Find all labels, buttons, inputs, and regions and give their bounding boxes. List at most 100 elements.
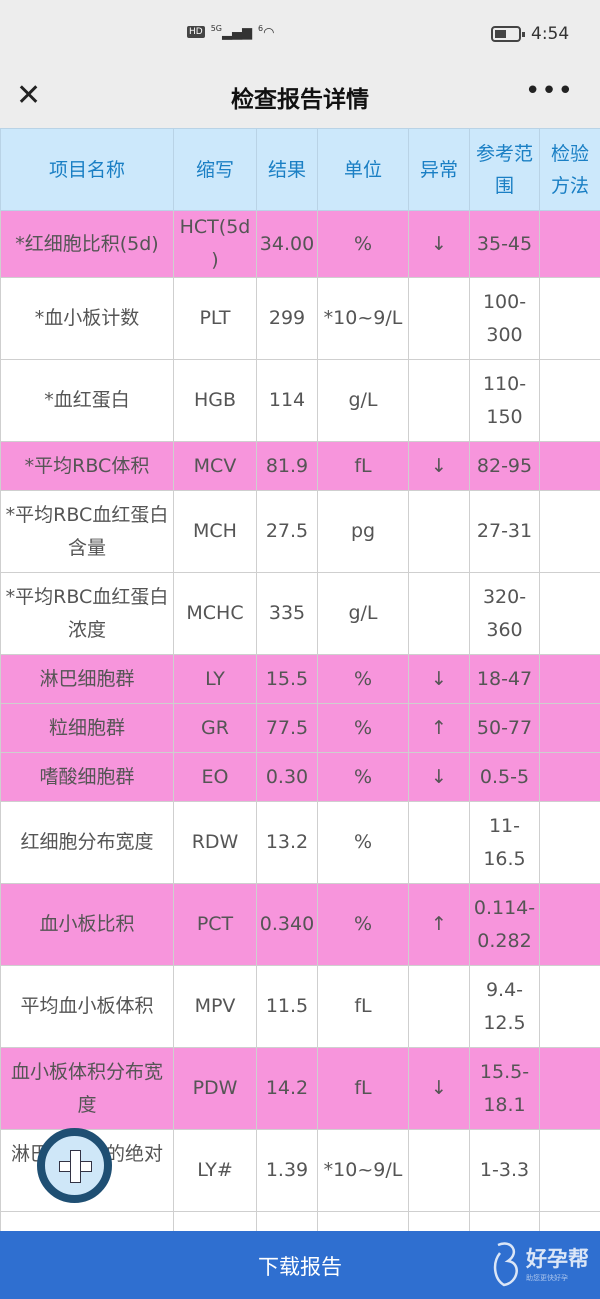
download-report-button[interactable]: 下载报告 [258, 1255, 342, 1279]
table-row[interactable]: *血小板计数 PLT 299 *10~9/L 100-300 [0, 277, 600, 360]
cell-result: 13.2 [256, 801, 318, 884]
cell-abbr: MCH [173, 490, 257, 573]
table-row[interactable]: 红细胞分布宽度 RDW 13.2% 11-16.5 [0, 801, 600, 884]
battery-icon [491, 26, 525, 42]
cell-range: 100-300 [469, 277, 540, 360]
clock: 4:54 [531, 24, 570, 44]
signal-icon: 5G▂▄▆ [210, 24, 252, 41]
cell-abbr: PCT [173, 883, 257, 966]
cell-unit: % [317, 654, 409, 704]
cell-flag [408, 277, 470, 360]
table-row[interactable]: *红细胞比积(5d) HCT(5d) 34.00% ↓ 35-45 [0, 210, 600, 278]
cell-unit: % [317, 883, 409, 966]
cell-method [539, 359, 600, 442]
cell-unit: g/L [317, 572, 409, 655]
cell-range: 320-360 [469, 572, 540, 655]
cell-result: 335 [256, 572, 318, 655]
cell-flag [408, 1211, 470, 1231]
table-row[interactable]: 嗜酸细胞群 EO 0.30% ↓ 0.5-5 [0, 752, 600, 802]
nav-bar: ✕ 检查报告详情 ••• [0, 68, 600, 128]
cell-range: 0.5-5 [469, 752, 540, 802]
table-row[interactable]: 粒细胞群 GR 77.5% ↑ 50-77 [0, 703, 600, 753]
cell-flag: ↓ [408, 752, 470, 802]
header-unit: 单位 [317, 128, 409, 211]
header-method: 检验方法 [539, 128, 600, 211]
cell-method [539, 1129, 600, 1212]
cell-abbr: NE# [173, 1211, 257, 1231]
cell-range: 1-3.3 [469, 1129, 540, 1212]
cell-abbr: MCV [173, 441, 257, 491]
cell-flag: ↑ [408, 883, 470, 966]
cell-range: 9.4-12.5 [469, 965, 540, 1048]
cell-name: *红细胞比积(5d) [0, 210, 174, 278]
cell-method [539, 441, 600, 491]
cell-method [539, 572, 600, 655]
cell-unit: fL [317, 441, 409, 491]
cell-range: 35-45 [469, 210, 540, 278]
cell-flag: ↓ [408, 654, 470, 704]
cell-method [539, 654, 600, 704]
cell-result: 299 [256, 277, 318, 360]
cell-flag: ↓ [408, 1047, 470, 1130]
cell-range: 110-150 [469, 359, 540, 442]
cell-method [539, 752, 600, 802]
cell-range: 27-31 [469, 490, 540, 573]
cell-result: 114 [256, 359, 318, 442]
cell-flag [408, 359, 470, 442]
table-row[interactable]: *血红蛋白 HGB 114 g/L 110-150 [0, 359, 600, 442]
cell-flag: ↑ [408, 703, 470, 753]
cell-result: 6.94 [256, 1211, 318, 1231]
cell-range: 82-95 [469, 441, 540, 491]
page-title: 检查报告详情 [231, 87, 369, 113]
cell-method [539, 1047, 600, 1130]
cell-result: 11.5 [256, 965, 318, 1048]
report-table-container[interactable]: 项目名称 缩写 结果 单位 异常 参考范围 检验方法 *红细胞比积(5d) HCT(5d) 34… [0, 128, 600, 1231]
table-row[interactable]: 粒细胞群的绝对值NE#6.94*10~9/L 2-8 [0, 1211, 600, 1231]
cell-result: 1.39 [256, 1129, 318, 1212]
cell-name: 粒细胞群 [0, 703, 174, 753]
more-icon[interactable]: ••• [524, 76, 574, 106]
cell-unit: *10~9/L [317, 277, 409, 360]
cell-unit: fL [317, 1047, 409, 1130]
hd-icon: HD [187, 26, 205, 39]
cell-method [539, 210, 600, 278]
logo-subtext: 助您更快好孕 [526, 1274, 568, 1282]
cell-range: 50-77 [469, 703, 540, 753]
cell-unit: g/L [317, 359, 409, 442]
cell-method [539, 490, 600, 573]
cell-unit: % [317, 752, 409, 802]
cell-unit: *10~9/L [317, 1129, 409, 1212]
app-logo: 好孕帮 助您更快好孕 [490, 1239, 589, 1293]
network-icons: HD 5G▂▄▆ 6◠ [187, 24, 274, 40]
table-row[interactable]: *平均RBC血红蛋白含量 MCH 27.5 pg 27-31 [0, 490, 600, 573]
table-row[interactable]: 平均血小板体积 MPV 11.5 fL 9.4-12.5 [0, 965, 600, 1048]
header-result: 结果 [256, 128, 318, 211]
cell-result: 34.00 [256, 210, 318, 278]
cell-result: 14.2 [256, 1047, 318, 1130]
table-row[interactable]: *平均RBC血红蛋白浓度 MCHC 335 g/L 320-360 [0, 572, 600, 655]
table-row[interactable]: 血小板体积分布宽度 PDW 14.2 fL ↓ 15.5-18.1 [0, 1047, 600, 1130]
cell-name: 血小板比积 [0, 883, 174, 966]
cell-name: 粒细胞群的绝对值 [0, 1211, 174, 1231]
cell-result: 27.5 [256, 490, 318, 573]
cell-range: 15.5-18.1 [469, 1047, 540, 1130]
cell-name: *平均RBC体积 [0, 441, 174, 491]
cell-name: 血小板体积分布宽度 [0, 1047, 174, 1130]
cell-name: *平均RBC血红蛋白含量 [0, 490, 174, 573]
cell-method [539, 277, 600, 360]
cell-method [539, 801, 600, 884]
cell-result: 0.30 [256, 752, 318, 802]
table-row[interactable]: 血小板比积 PCT 0.340% ↑ 0.114-0.282 [0, 883, 600, 966]
cell-unit: % [317, 210, 409, 278]
cell-unit: fL [317, 965, 409, 1048]
plus-icon[interactable] [37, 1128, 112, 1203]
cell-flag: ↓ [408, 441, 470, 491]
table-row[interactable]: 淋巴细胞群 LY 15.5% ↓ 18-47 [0, 654, 600, 704]
cell-abbr: LY [173, 654, 257, 704]
table-row[interactable]: *平均RBC体积 MCV 81.9 fL ↓ 82-95 [0, 441, 600, 491]
close-icon[interactable]: ✕ [16, 78, 42, 113]
table-header: 项目名称 缩写 结果 单位 异常 参考范围 检验方法 [0, 128, 600, 211]
cell-abbr: LY# [173, 1129, 257, 1212]
header-flag: 异常 [408, 128, 470, 211]
cell-flag [408, 572, 470, 655]
